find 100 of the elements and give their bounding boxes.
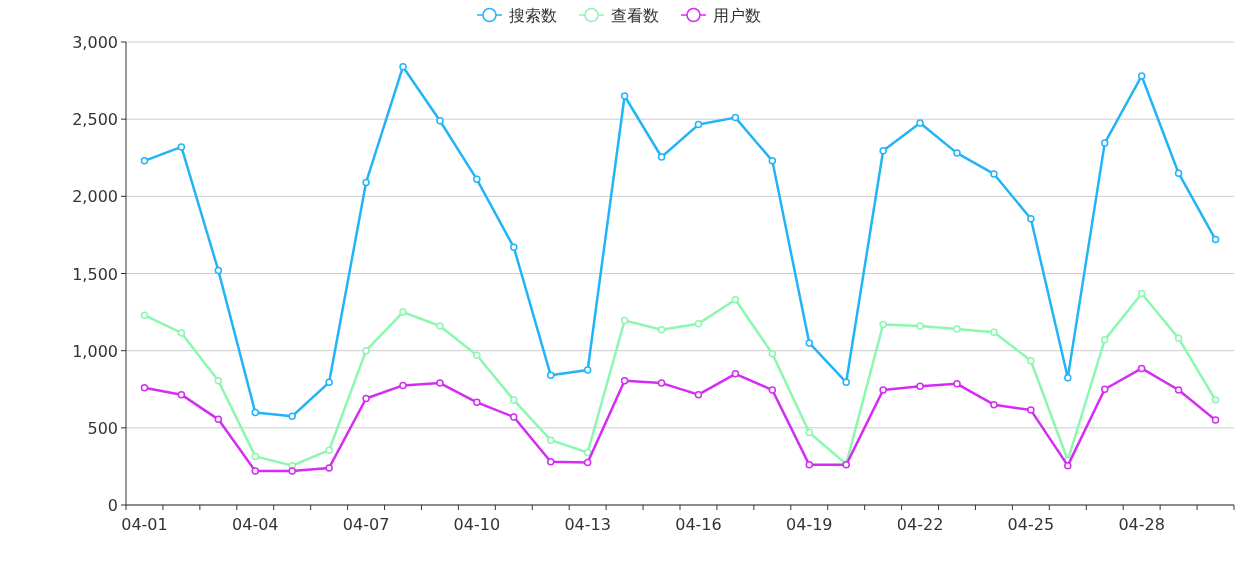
x-tick-label: 04-01 bbox=[121, 515, 168, 534]
point bbox=[1100, 139, 1109, 147]
point bbox=[916, 119, 924, 127]
point bbox=[399, 62, 407, 71]
point bbox=[214, 266, 223, 275]
x-tick-label: 04-07 bbox=[342, 515, 390, 534]
point bbox=[1100, 336, 1109, 344]
point bbox=[325, 378, 333, 387]
point bbox=[694, 120, 703, 129]
point bbox=[731, 295, 740, 304]
point bbox=[768, 157, 777, 165]
point bbox=[916, 382, 924, 390]
point bbox=[1137, 364, 1146, 373]
point bbox=[436, 116, 444, 125]
y-tick-label: 2,000 bbox=[72, 187, 118, 207]
point bbox=[953, 149, 961, 157]
point bbox=[805, 339, 814, 347]
x-tick-label: 04-19 bbox=[786, 515, 833, 534]
point bbox=[140, 383, 149, 392]
point bbox=[510, 243, 518, 252]
point bbox=[1064, 461, 1072, 470]
point bbox=[546, 436, 555, 444]
point bbox=[251, 408, 260, 417]
point bbox=[879, 320, 887, 329]
point bbox=[288, 412, 296, 421]
point bbox=[1027, 406, 1035, 414]
point bbox=[583, 458, 592, 467]
point bbox=[1211, 416, 1220, 424]
y-tick-label: 3,000 bbox=[72, 33, 118, 52]
point bbox=[214, 415, 223, 424]
point bbox=[842, 378, 850, 387]
point bbox=[768, 386, 777, 394]
point bbox=[325, 446, 333, 454]
point bbox=[510, 396, 518, 404]
point bbox=[436, 379, 444, 387]
point bbox=[990, 400, 998, 409]
y-tick-label: 1,000 bbox=[72, 341, 118, 361]
point bbox=[657, 326, 666, 334]
point bbox=[916, 322, 924, 330]
point bbox=[546, 371, 555, 380]
x-tick-label: 04-04 bbox=[232, 515, 279, 534]
point bbox=[473, 351, 481, 360]
legend-label: 用户数 bbox=[713, 6, 761, 25]
point bbox=[805, 428, 814, 437]
point bbox=[1027, 214, 1035, 223]
point bbox=[436, 322, 444, 330]
point bbox=[1137, 289, 1146, 298]
point bbox=[694, 319, 703, 328]
point bbox=[583, 366, 592, 374]
point bbox=[362, 394, 370, 403]
point bbox=[768, 350, 777, 358]
point bbox=[583, 448, 592, 457]
y-tick-label: 0 bbox=[107, 496, 118, 515]
point bbox=[953, 325, 961, 333]
point bbox=[140, 157, 149, 165]
point bbox=[657, 153, 666, 161]
point bbox=[251, 452, 260, 461]
legend-label: 搜索数 bbox=[509, 6, 557, 25]
point bbox=[177, 329, 186, 337]
point bbox=[953, 380, 961, 388]
point bbox=[177, 143, 186, 151]
point bbox=[214, 377, 223, 385]
point bbox=[473, 398, 481, 407]
point bbox=[694, 390, 703, 399]
point bbox=[1211, 235, 1220, 244]
x-tick-label: 04-16 bbox=[675, 515, 722, 534]
point bbox=[473, 175, 481, 184]
point bbox=[1064, 373, 1072, 382]
point bbox=[325, 464, 333, 472]
point bbox=[990, 170, 998, 178]
point bbox=[362, 178, 370, 187]
point bbox=[362, 346, 370, 355]
point bbox=[1100, 385, 1109, 393]
point bbox=[620, 377, 629, 385]
point bbox=[990, 328, 998, 336]
x-tick-label: 04-22 bbox=[896, 515, 944, 534]
x-tick-label: 04-25 bbox=[1007, 515, 1055, 534]
point bbox=[546, 458, 555, 466]
point bbox=[1174, 334, 1183, 343]
y-tick-label: 500 bbox=[87, 418, 118, 438]
point bbox=[620, 316, 629, 325]
x-tick-label: 04-10 bbox=[453, 515, 501, 534]
point bbox=[399, 308, 407, 316]
x-tick-label: 04-28 bbox=[1118, 515, 1165, 534]
point bbox=[731, 370, 740, 378]
point bbox=[731, 113, 740, 122]
point bbox=[805, 461, 814, 469]
point bbox=[510, 413, 518, 421]
point bbox=[177, 390, 186, 399]
legend-label: 查看数 bbox=[611, 6, 659, 25]
point bbox=[399, 381, 407, 390]
point bbox=[1027, 356, 1035, 365]
x-tick-label: 04-13 bbox=[564, 515, 611, 534]
point bbox=[620, 92, 629, 100]
point bbox=[1174, 169, 1183, 177]
point bbox=[251, 467, 260, 475]
point bbox=[1174, 386, 1183, 394]
y-tick-label: 1,500 bbox=[72, 264, 118, 284]
point bbox=[879, 147, 887, 155]
point bbox=[140, 311, 149, 319]
